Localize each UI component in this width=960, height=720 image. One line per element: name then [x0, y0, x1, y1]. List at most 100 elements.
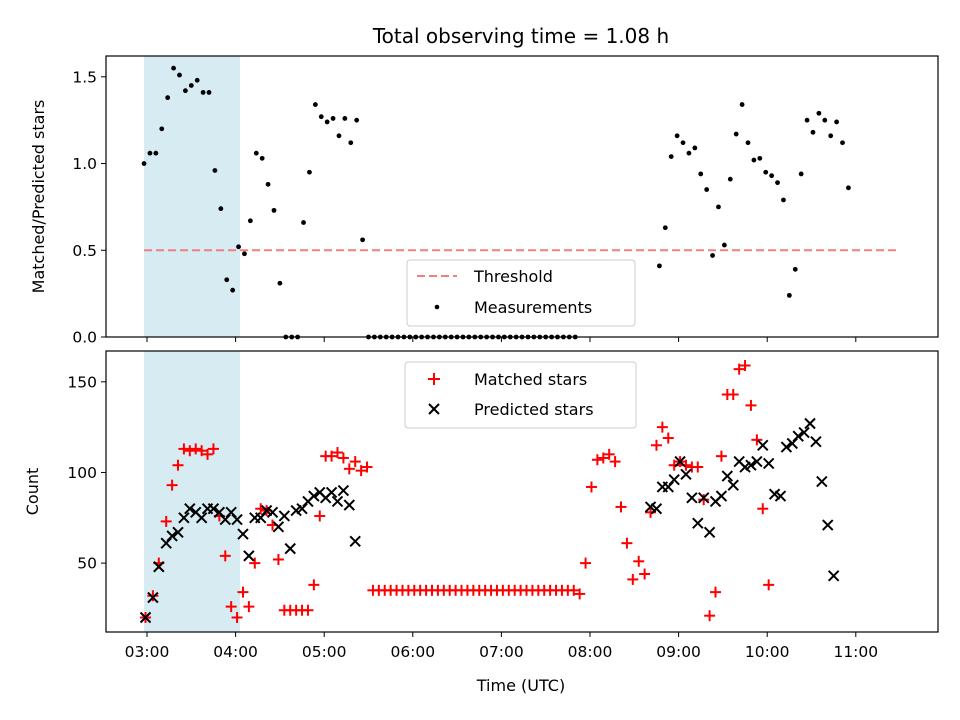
measurement-point — [792, 266, 798, 272]
predicted-star-point — [697, 492, 710, 504]
predicted-star-stroke-b — [780, 441, 793, 453]
matched-star-point — [727, 389, 739, 401]
matched-star-point — [698, 494, 710, 506]
predicted-star-point — [774, 490, 787, 502]
predicted-star-stroke-b — [650, 503, 663, 515]
legend-predicted-label: Predicted stars — [474, 400, 594, 419]
matched-star-point — [337, 452, 349, 464]
predicted-star-stroke-b — [237, 528, 249, 540]
measurement-point — [757, 155, 763, 161]
predicted-star-stroke-b — [213, 506, 226, 519]
measurement-point — [716, 204, 721, 210]
predicted-star-stroke-b — [810, 435, 822, 448]
x-tick-label: 04:00 — [213, 643, 258, 661]
measurement-point — [312, 102, 318, 107]
measurement-point — [194, 77, 200, 83]
top-y-axis: 0.0 0.5 1.0 1.5 — [72, 68, 106, 347]
predicted-star-stroke-b — [733, 455, 745, 468]
measurement-point — [680, 140, 686, 146]
predicted-star-point — [822, 519, 834, 531]
y-tick-label: 0.0 — [72, 329, 97, 347]
matched-stars-series — [140, 360, 775, 623]
matched-star-point — [219, 550, 231, 562]
predicted-star-stroke-b — [325, 486, 338, 499]
legend-predicted-swatch — [428, 403, 440, 415]
predicted-star-point — [184, 503, 196, 515]
matched-star-point — [650, 439, 662, 451]
top-panel: 0.0 0.5 1.0 1.5 Matched/Predicted stars Thr… — [29, 55, 939, 347]
predicted-star-point — [243, 550, 255, 562]
predicted-star-point — [166, 530, 178, 542]
predicted-star-point — [266, 506, 279, 519]
observing-window-shade-bottom — [144, 351, 241, 632]
matched-star-point — [314, 510, 326, 522]
predicted-star-point — [172, 526, 184, 538]
measurement-point — [236, 244, 241, 250]
measurement-point — [775, 180, 780, 186]
measurement-point — [230, 287, 236, 293]
measurement-point — [212, 168, 218, 173]
matched-star-point — [574, 588, 586, 600]
top-legend-box — [406, 259, 636, 327]
predicted-star-stroke-b — [314, 486, 326, 499]
bottom-panel-frame — [105, 350, 939, 633]
matched-star-point — [627, 573, 639, 585]
predicted-star-stroke-b — [757, 439, 769, 451]
matched-star-point — [178, 443, 190, 455]
matched-star-point — [166, 479, 178, 491]
matched-star-point — [361, 461, 373, 473]
x-axis: 03:00 04:00 05:00 06:00 07:00 08:00 09:00 10:00… — [125, 632, 878, 661]
x-tick-label: 05:00 — [302, 643, 347, 661]
matched-star-point — [190, 443, 202, 455]
predicted-star-point — [195, 512, 208, 524]
predicted-star-stroke-b — [195, 512, 208, 524]
predicted-star-point — [237, 528, 249, 540]
measurement-point — [182, 88, 188, 94]
measurement-point — [745, 140, 751, 146]
x-axis-label: Time (UTC) — [476, 676, 565, 695]
matched-star-point — [692, 461, 704, 473]
measurement-point — [354, 117, 360, 123]
chart-title: Total observing time = 1.08 h — [372, 24, 669, 48]
measurement-point — [704, 187, 710, 192]
predicted-star-stroke-b — [284, 542, 296, 555]
predicted-star-point — [207, 503, 220, 515]
matched-star-point — [710, 586, 722, 598]
measurement-point — [786, 292, 792, 298]
y-tick-label: 1.5 — [72, 68, 97, 86]
measurement-point — [822, 117, 828, 123]
predicted-star-point — [703, 526, 716, 538]
measurement-point — [692, 145, 698, 151]
matched-star-point — [609, 456, 621, 468]
predicted-star-stroke-b — [349, 535, 361, 548]
matched-star-point — [568, 584, 580, 596]
legend-matched-label: Matched stars — [474, 370, 587, 389]
predicted-star-point — [715, 490, 728, 502]
measurement-point — [301, 220, 306, 225]
x-tick-label: 03:00 — [125, 643, 170, 661]
predicted-star-point — [349, 535, 361, 548]
measurement-point — [733, 131, 739, 137]
y-tick-label: 100 — [67, 464, 97, 482]
measurement-point — [165, 95, 171, 101]
measurement-point — [324, 119, 330, 125]
matched-star-point — [331, 447, 343, 459]
predicted-star-point — [325, 486, 338, 499]
predicted-star-stroke-b — [178, 512, 190, 524]
measurement-point — [727, 176, 733, 182]
matched-star-point — [639, 568, 651, 580]
matched-star-point — [172, 459, 184, 471]
measurement-point — [763, 169, 769, 175]
predicted-star-stroke-b — [792, 430, 804, 442]
measurement-point — [188, 83, 194, 88]
measurement-point — [153, 150, 159, 156]
predicted-star-stroke-b — [337, 484, 350, 497]
predicted-star-point — [331, 495, 344, 508]
matched-star-point — [757, 503, 769, 515]
legend-measurements-label: Measurements — [474, 298, 592, 317]
matched-star-point — [751, 434, 763, 446]
x-tick-label: 11:00 — [833, 643, 878, 661]
predicted-star-stroke-b — [686, 492, 698, 504]
matched-star-point — [326, 450, 338, 462]
